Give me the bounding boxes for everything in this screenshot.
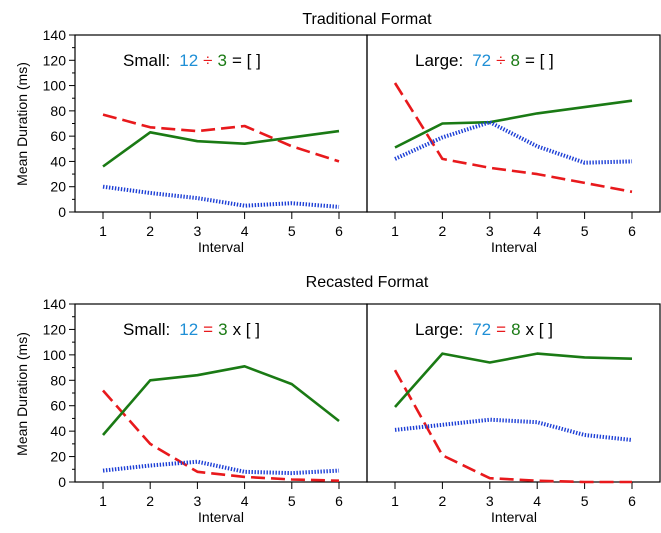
y-tick-label: 120 <box>43 321 67 337</box>
y-tick-label: 120 <box>43 52 67 68</box>
x-tick-label: 4 <box>533 493 541 509</box>
equation-part: Small: <box>123 320 170 339</box>
plot-frame <box>366 34 661 213</box>
y-tick-label: 80 <box>50 103 66 119</box>
y-tick-label: 140 <box>43 296 67 312</box>
equation-part: x [ ] <box>526 320 553 339</box>
x-axis-label: Interval <box>198 509 244 525</box>
chart-title: Recasted Format <box>306 274 429 291</box>
x-axis-label: Interval <box>491 509 537 525</box>
series-line-dashed <box>393 82 633 194</box>
x-tick-label: 4 <box>533 223 541 239</box>
x-tick-label: 5 <box>288 493 296 509</box>
series-line-solid <box>394 352 633 408</box>
x-tick-label: 6 <box>628 223 636 239</box>
equation-part: = [ ] <box>232 51 261 70</box>
x-tick-label: 3 <box>486 223 494 239</box>
equation-part: 8 <box>511 320 520 339</box>
y-tick-label: 140 <box>43 27 67 43</box>
x-tick-label: 1 <box>99 223 107 239</box>
equation-part: Large: <box>415 51 463 70</box>
y-tick-label: 40 <box>50 423 66 439</box>
x-tick-label: 1 <box>99 493 107 509</box>
x-tick-label: 4 <box>241 223 249 239</box>
x-axis-label: Interval <box>198 239 244 255</box>
y-tick-label: 60 <box>50 398 66 414</box>
equation-part: Large: <box>415 320 463 339</box>
equation-part: = <box>496 320 506 339</box>
x-tick-label: 5 <box>288 223 296 239</box>
series-line-dotted <box>394 417 633 442</box>
x-tick-label: 4 <box>241 493 249 509</box>
x-tick-label: 1 <box>391 223 399 239</box>
y-tick-label: 0 <box>58 474 66 490</box>
y-tick-label: 60 <box>50 128 66 144</box>
plot-frame <box>366 303 661 483</box>
x-tick-label: 2 <box>439 493 447 509</box>
series-line-dashed <box>102 113 340 163</box>
chart-title: Traditional Format <box>302 11 432 28</box>
chart-traditional: Traditional Format Mean Duration (ms) In… <box>14 11 661 255</box>
equation-part: 3 <box>218 51 227 70</box>
equation-part: 12 <box>179 320 198 339</box>
equation-part: 8 <box>510 51 519 70</box>
equation-part: 72 <box>472 51 491 70</box>
equation-part: = <box>203 320 213 339</box>
panel-large: 1 2 3 4 5 6 Large: 72 = 8 x [ ] <box>366 303 661 509</box>
equation-part: 12 <box>179 51 198 70</box>
y-tick-label: 20 <box>50 449 66 465</box>
series-line-dotted <box>102 184 340 209</box>
series-line-dashed <box>393 369 632 484</box>
y-tick-label: 20 <box>50 179 66 195</box>
series-line-dotted <box>394 120 633 165</box>
x-tick-label: 3 <box>194 493 202 509</box>
x-tick-label: 5 <box>581 223 589 239</box>
x-tick-label: 2 <box>146 493 154 509</box>
y-tick-label: 100 <box>43 78 67 94</box>
series-line-solid <box>102 364 340 436</box>
y-tick-label: 0 <box>58 204 66 220</box>
panel-equation-label: Large: 72 ÷ 8 = [ ] <box>415 51 554 70</box>
chart-recasted: Recasted Format Mean Duration (ms) Inter… <box>14 274 661 525</box>
series-line-dashed <box>102 389 340 482</box>
equation-part: Small: <box>123 51 170 70</box>
series-line-dotted <box>102 459 340 476</box>
y-axis-label: Mean Duration (ms) <box>14 332 30 456</box>
x-tick-label: 2 <box>146 223 154 239</box>
panel-equation-label: Large: 72 = 8 x [ ] <box>415 320 553 339</box>
equation-part: x [ ] <box>233 320 260 339</box>
panel-equation-label: Small: 12 = 3 x [ ] <box>123 320 260 339</box>
x-axis-label: Interval <box>491 239 537 255</box>
series-line-solid <box>102 129 340 168</box>
series-line-solid <box>394 99 633 149</box>
y-tick-label: 100 <box>43 347 67 363</box>
x-tick-label: 6 <box>628 493 636 509</box>
x-tick-label: 6 <box>335 493 343 509</box>
x-tick-label: 3 <box>194 223 202 239</box>
y-tick-label: 40 <box>50 153 66 169</box>
x-tick-label: 3 <box>486 493 494 509</box>
equation-part: ÷ <box>496 51 505 70</box>
y-tick-label: 80 <box>50 372 66 388</box>
x-tick-label: 6 <box>335 223 343 239</box>
panel-equation-label: Small: 12 ÷ 3 = [ ] <box>123 51 261 70</box>
panel-large: 1 2 3 4 5 6 Large: 72 ÷ 8 = [ ] <box>366 34 661 239</box>
x-tick-label: 5 <box>581 493 589 509</box>
equation-part: ÷ <box>203 51 212 70</box>
x-tick-label: 2 <box>439 223 447 239</box>
x-tick-label: 1 <box>391 493 399 509</box>
equation-part: 72 <box>472 320 491 339</box>
equation-part: 3 <box>218 320 227 339</box>
equation-part: = [ ] <box>525 51 554 70</box>
y-axis-label: Mean Duration (ms) <box>14 62 30 186</box>
